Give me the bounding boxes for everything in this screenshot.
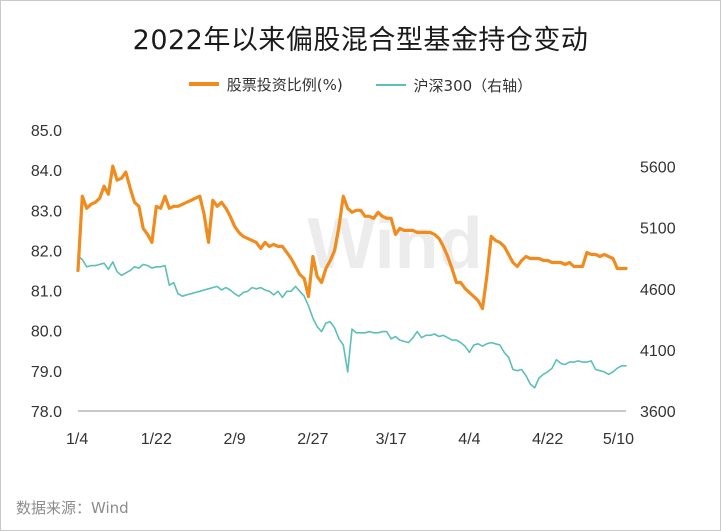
legend-swatch-stock-ratio	[188, 82, 219, 86]
left-tick-label: 79.0	[31, 364, 62, 381]
source-note: 数据来源：Wind	[16, 499, 129, 517]
x-tick-label: 2/9	[223, 431, 245, 448]
legend-swatch-csi300	[375, 84, 406, 86]
legend-label-csi300: 沪深300（右轴）	[413, 76, 533, 95]
series-line-csi300	[77, 255, 627, 389]
x-tick-label: 1/22	[141, 431, 172, 448]
right-tick-label: 4100	[640, 343, 676, 360]
left-tick-label: 84.0	[31, 163, 62, 180]
left-tick-label: 78.0	[31, 404, 62, 421]
legend-item-csi300: 沪深300（右轴）	[375, 75, 533, 96]
x-tick-label: 5/10	[603, 431, 634, 448]
x-axis-ticks: 1/4 1/22 2/9 2/27 3/17 4/4 4/22 5/10	[66, 431, 634, 448]
legend-item-stock-ratio: 股票投资比例(%)	[188, 74, 343, 95]
left-tick-label: 81.0	[31, 284, 62, 301]
right-tick-label: 5600	[640, 160, 676, 177]
x-tick-label: 3/17	[376, 431, 407, 448]
chart-title: 2022年以来偏股混合型基金持仓变动	[132, 25, 589, 56]
x-tick-label: 2/27	[297, 431, 328, 448]
left-tick-label: 80.0	[31, 324, 62, 341]
legend: 股票投资比例(%) 沪深300（右轴）	[0, 72, 721, 96]
left-tick-label: 85.0	[31, 123, 62, 140]
x-tick-label: 4/4	[458, 431, 480, 448]
right-tick-label: 3600	[640, 404, 676, 421]
right-tick-label: 4600	[640, 282, 676, 299]
left-tick-label: 83.0	[31, 203, 62, 220]
series-line-stock-ratio	[76, 164, 628, 311]
left-tick-label: 82.0	[31, 243, 62, 260]
series-layer	[76, 164, 628, 389]
right-tick-label: 5100	[640, 221, 676, 238]
right-axis-ticks: 5600 5100 4600 4100 3600	[640, 160, 676, 421]
x-tick-label: 4/22	[532, 431, 563, 448]
left-axis-ticks: 85.0 84.0 83.0 82.0 81.0 80.0 79.0 78.0	[31, 123, 62, 421]
x-tick-label: 1/4	[66, 431, 88, 448]
wind-watermark: Wind	[307, 204, 482, 284]
legend-label-stock-ratio: 股票投资比例(%)	[226, 75, 343, 94]
